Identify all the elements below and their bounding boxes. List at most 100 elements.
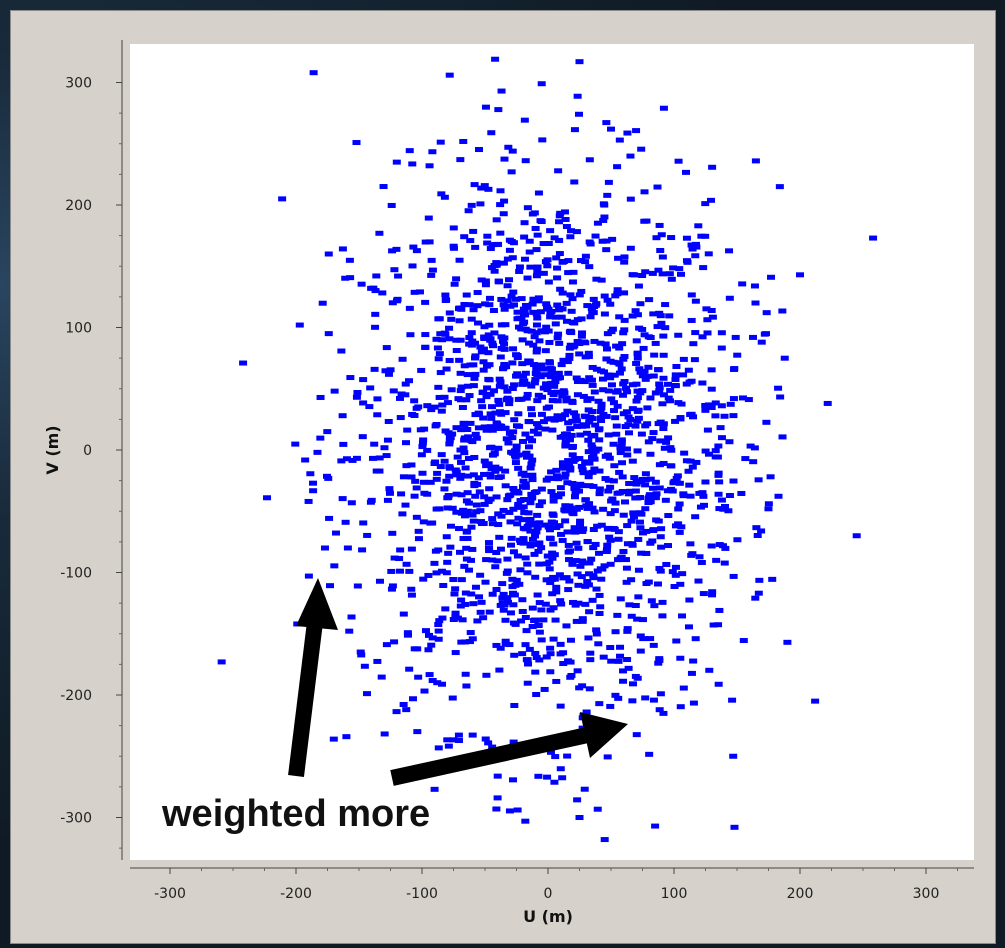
data-point <box>620 327 629 333</box>
data-point <box>278 196 287 202</box>
data-point <box>713 454 722 460</box>
data-point <box>604 525 613 531</box>
data-point <box>608 236 617 242</box>
data-point <box>624 491 633 497</box>
data-point <box>486 337 495 343</box>
data-point <box>433 345 442 351</box>
data-point <box>345 628 354 634</box>
data-point <box>694 578 703 584</box>
data-point <box>320 545 329 551</box>
data-point <box>636 525 645 531</box>
data-point <box>623 389 632 395</box>
data-point <box>625 481 634 487</box>
data-point <box>397 391 406 397</box>
data-point <box>563 529 572 535</box>
data-point <box>594 398 603 404</box>
data-point <box>648 538 657 544</box>
data-point <box>501 641 510 647</box>
data-point <box>657 526 666 532</box>
data-point <box>641 506 650 512</box>
data-point <box>530 490 539 496</box>
data-point <box>585 264 594 270</box>
data-point <box>469 472 478 478</box>
data-point <box>725 493 734 499</box>
data-point <box>545 527 554 533</box>
data-point <box>360 663 369 669</box>
data-point <box>599 506 608 512</box>
data-point <box>589 575 598 581</box>
data-point <box>331 530 340 536</box>
data-point <box>597 522 606 528</box>
data-point <box>434 745 443 751</box>
data-point <box>665 271 674 277</box>
data-point <box>385 490 394 496</box>
data-point <box>590 432 599 438</box>
arrow-left-shaft <box>288 613 324 777</box>
data-point <box>638 617 647 623</box>
data-point <box>557 601 566 607</box>
data-point <box>402 561 411 567</box>
data-point <box>491 564 500 570</box>
data-point <box>412 514 421 520</box>
data-point <box>566 426 575 432</box>
data-point <box>635 325 644 331</box>
data-point <box>649 697 658 703</box>
data-point <box>475 147 484 153</box>
data-point <box>420 426 429 432</box>
data-point <box>522 395 531 401</box>
data-point <box>488 516 497 522</box>
data-point <box>603 297 612 303</box>
data-point <box>575 456 584 462</box>
data-point <box>325 515 334 521</box>
data-point <box>494 278 503 284</box>
data-point <box>512 443 521 449</box>
data-point <box>556 485 565 491</box>
data-point <box>625 602 634 608</box>
data-point <box>614 255 623 261</box>
data-point <box>557 531 566 537</box>
data-point <box>655 385 664 391</box>
data-point <box>460 563 469 569</box>
data-point <box>552 467 561 473</box>
data-point <box>757 339 766 345</box>
data-point <box>623 626 632 632</box>
data-point <box>524 661 533 667</box>
data-point <box>605 455 614 461</box>
data-point <box>500 306 509 312</box>
data-point <box>556 641 565 647</box>
data-point <box>548 555 557 561</box>
data-point <box>651 479 660 485</box>
data-point <box>552 589 561 595</box>
data-point <box>629 514 638 520</box>
data-point <box>764 501 773 507</box>
data-point <box>577 316 586 322</box>
data-point <box>418 444 427 450</box>
data-point <box>671 372 680 378</box>
data-point <box>551 321 560 327</box>
data-point <box>392 159 401 165</box>
data-point <box>382 642 391 648</box>
data-point <box>396 415 405 421</box>
data-point <box>532 529 541 535</box>
data-point <box>457 397 466 403</box>
data-point <box>617 443 626 449</box>
data-point <box>495 401 504 407</box>
data-point <box>597 405 606 411</box>
data-point <box>464 208 473 214</box>
data-point <box>571 558 580 564</box>
data-point <box>506 492 515 498</box>
data-point <box>684 367 693 373</box>
data-point <box>532 322 541 328</box>
data-point <box>680 450 689 456</box>
data-point <box>551 314 560 320</box>
data-point <box>645 297 654 303</box>
data-point <box>452 425 461 431</box>
data-point <box>590 466 599 472</box>
data-point <box>342 456 351 462</box>
data-point <box>590 509 599 515</box>
data-point <box>541 522 550 528</box>
data-point <box>456 549 465 555</box>
data-point <box>402 707 411 713</box>
data-point <box>503 283 512 289</box>
